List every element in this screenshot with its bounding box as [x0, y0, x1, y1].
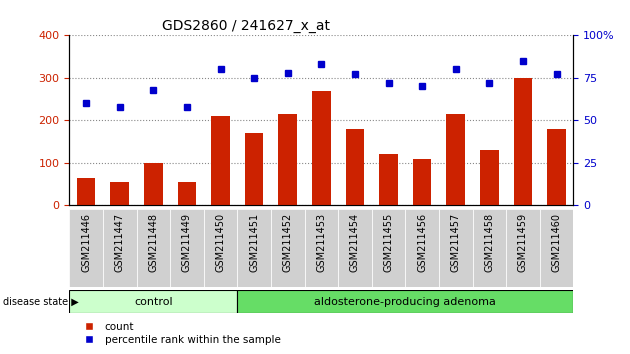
Bar: [547, 129, 566, 205]
Text: GSM211460: GSM211460: [551, 213, 561, 272]
Bar: [211, 116, 230, 205]
Bar: [439, 209, 472, 287]
Text: GSM211453: GSM211453: [316, 213, 326, 272]
Bar: [103, 209, 137, 287]
Bar: [278, 114, 297, 205]
Text: GSM211446: GSM211446: [81, 213, 91, 272]
Bar: [506, 209, 540, 287]
Text: aldosterone-producing adenoma: aldosterone-producing adenoma: [314, 297, 496, 307]
Bar: [69, 290, 238, 313]
Bar: [271, 209, 304, 287]
Bar: [170, 209, 203, 287]
Title: GDS2860 / 241627_x_at: GDS2860 / 241627_x_at: [162, 19, 329, 33]
Bar: [480, 150, 498, 205]
Text: GSM211450: GSM211450: [215, 213, 226, 272]
Bar: [238, 209, 271, 287]
Text: GSM211458: GSM211458: [484, 213, 495, 272]
Bar: [372, 209, 405, 287]
Text: GSM211447: GSM211447: [115, 213, 125, 272]
Bar: [304, 209, 338, 287]
Bar: [312, 91, 331, 205]
Bar: [447, 114, 465, 205]
Bar: [77, 178, 95, 205]
Bar: [178, 182, 196, 205]
Bar: [346, 129, 364, 205]
Bar: [245, 133, 263, 205]
Bar: [338, 209, 372, 287]
Text: GSM211459: GSM211459: [518, 213, 528, 272]
Text: GSM211454: GSM211454: [350, 213, 360, 272]
Bar: [144, 163, 163, 205]
Bar: [110, 182, 129, 205]
Bar: [203, 209, 238, 287]
Bar: [137, 209, 170, 287]
Text: GSM211451: GSM211451: [249, 213, 259, 272]
Bar: [413, 159, 432, 205]
Text: GSM211449: GSM211449: [182, 213, 192, 272]
Text: control: control: [134, 297, 173, 307]
Bar: [405, 209, 439, 287]
Bar: [472, 209, 506, 287]
Text: GSM211452: GSM211452: [283, 213, 293, 272]
Bar: [238, 290, 573, 313]
Bar: [513, 78, 532, 205]
Text: GSM211455: GSM211455: [384, 213, 394, 272]
Bar: [69, 209, 103, 287]
Bar: [540, 209, 573, 287]
Text: GSM211448: GSM211448: [148, 213, 158, 272]
Text: disease state ▶: disease state ▶: [3, 297, 79, 307]
Text: GSM211457: GSM211457: [450, 213, 461, 272]
Bar: [379, 154, 398, 205]
Text: GSM211456: GSM211456: [417, 213, 427, 272]
Legend: count, percentile rank within the sample: count, percentile rank within the sample: [74, 317, 285, 349]
